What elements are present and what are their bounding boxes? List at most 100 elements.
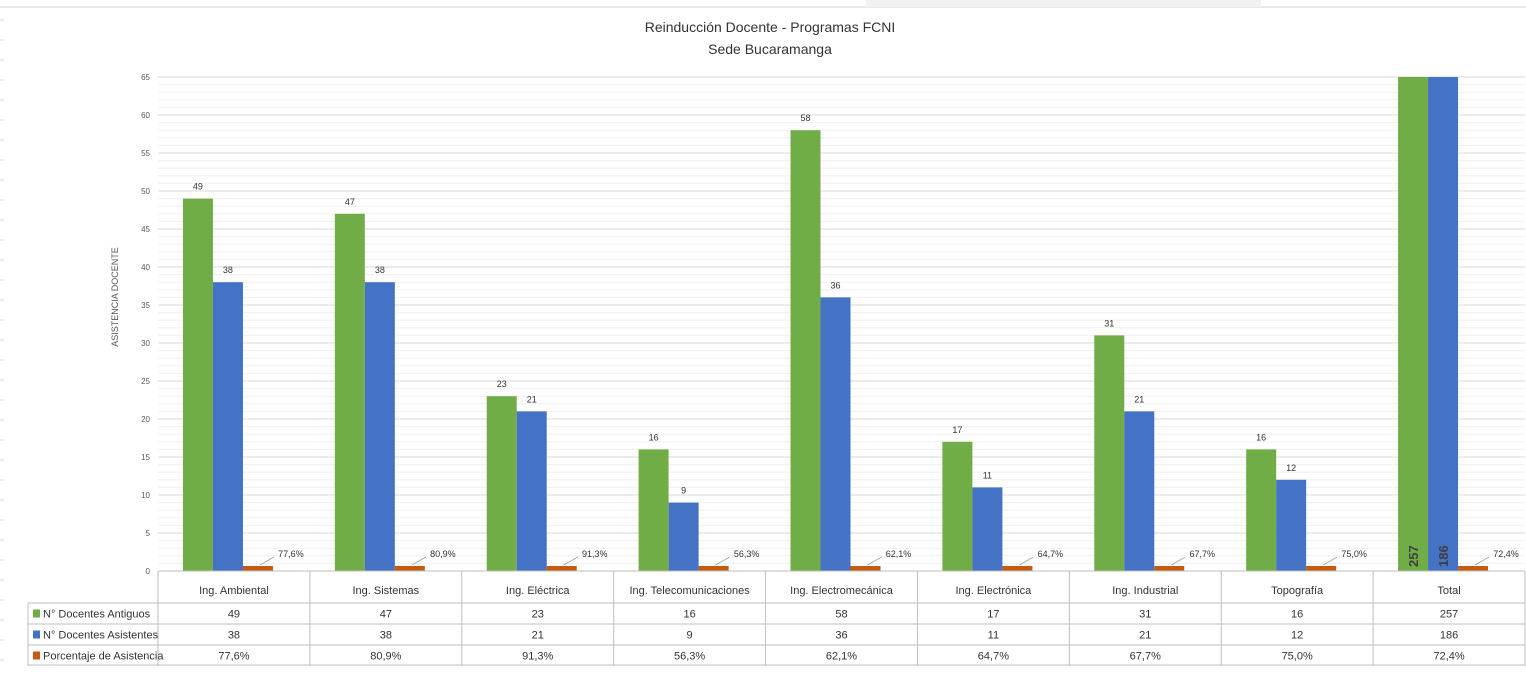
table-cell: 17 <box>987 609 999 621</box>
data-label: 38 <box>223 265 233 275</box>
table-cell: 80,9% <box>370 651 401 663</box>
bar-porcentaje <box>1154 566 1185 571</box>
table-cell: 16 <box>683 609 695 621</box>
y-tick-label: 30 <box>141 339 150 348</box>
bar-porcentaje <box>1306 566 1337 571</box>
y-tick-label: 55 <box>141 149 150 158</box>
category-label: Ing. Electrónica <box>955 585 1032 597</box>
chart-title: Reinducción Docente - Programas FCNI <box>645 19 896 35</box>
bar-asistentes <box>516 411 547 571</box>
category-label: Ing. Eléctrica <box>506 585 570 597</box>
bar-porcentaje <box>242 566 273 571</box>
data-label: 11 <box>983 470 992 480</box>
data-label: 72,4% <box>1493 549 1519 559</box>
bar-porcentaje <box>1002 566 1033 571</box>
data-label: 64,7% <box>1038 549 1064 559</box>
y-axis-ticks: 0 5 10 15 20 25 30 35 40 45 50 55 60 65 <box>141 73 150 576</box>
bar-asistentes <box>820 297 851 571</box>
data-label: 23 <box>497 379 507 389</box>
table-cell: 11 <box>988 630 999 642</box>
category-label: Ing. Industrial <box>1112 585 1178 597</box>
bar-porcentaje <box>850 566 881 571</box>
table-cell: 67,7% <box>1130 651 1161 663</box>
data-label: 91,3% <box>582 549 608 559</box>
bar-antiguos <box>486 396 517 571</box>
data-label: 56,3% <box>734 549 760 559</box>
table-cell: 9 <box>687 630 693 642</box>
bars <box>182 77 1489 572</box>
bar-antiguos <box>790 130 821 571</box>
data-label: 21 <box>1134 394 1144 404</box>
data-label: 17 <box>952 425 962 435</box>
bar-antiguos <box>334 213 365 572</box>
category-label: Ing. Telecomunicaciones <box>629 585 750 597</box>
leader-line <box>1171 556 1186 566</box>
category-label: Ing. Electromecánica <box>790 585 894 597</box>
data-label: 257 <box>1406 545 1421 567</box>
data-label: 12 <box>1286 463 1296 473</box>
y-tick-label: 35 <box>141 301 150 310</box>
data-label: 67,7% <box>1190 549 1216 559</box>
y-tick-label: 65 <box>141 73 150 82</box>
bar-asistentes <box>1124 411 1155 571</box>
table-cell: 23 <box>532 609 544 621</box>
leader-line <box>259 556 275 566</box>
leader-line <box>563 556 578 566</box>
data-labels: 49 38 77,6% 47 38 80,9% 23 21 91,3% 16 9 56,3% 58 36 6… <box>193 113 1519 567</box>
y-tick-label: 10 <box>141 491 150 500</box>
table-cell: 72,4% <box>1433 651 1464 663</box>
data-label: 186 <box>1436 545 1451 567</box>
chart-frame <box>0 0 1526 661</box>
legend-key <box>33 630 40 639</box>
table-cell: 38 <box>380 630 392 642</box>
leader-line <box>1019 556 1034 566</box>
table-cell: 77,6% <box>218 651 249 663</box>
y-tick-label: 40 <box>141 263 150 272</box>
leader-line <box>411 556 427 566</box>
bar-asistentes <box>1428 77 1459 571</box>
bar-porcentaje <box>1458 566 1489 571</box>
category-label: Topografía <box>1271 585 1324 597</box>
data-label: 47 <box>345 197 355 207</box>
table-cell: 31 <box>1139 609 1151 621</box>
chart-subtitle: Sede Bucaramanga <box>708 41 832 57</box>
data-label: 77,6% <box>278 549 304 559</box>
table-cell: 58 <box>835 609 847 621</box>
table-cell: 186 <box>1440 630 1458 642</box>
top-band <box>866 0 1261 7</box>
bar-antiguos <box>1398 77 1429 571</box>
table-cell: 47 <box>380 609 392 621</box>
data-label: 16 <box>649 432 659 442</box>
data-label: 9 <box>681 486 686 496</box>
table-cell: 75,0% <box>1282 651 1313 663</box>
data-label: 75,0% <box>1341 549 1367 559</box>
leader-line <box>1322 556 1338 566</box>
y-tick-label: 15 <box>141 453 150 462</box>
bar-porcentaje <box>394 566 425 571</box>
leader-line <box>1474 556 1490 566</box>
table-cell: 91,3% <box>522 651 553 663</box>
data-label: 21 <box>527 394 537 404</box>
bar-porcentaje <box>546 566 577 571</box>
bar-asistentes <box>364 282 395 571</box>
bar-asistentes <box>212 282 243 571</box>
bar-porcentaje <box>698 566 729 571</box>
table-cell: 62,1% <box>826 651 857 663</box>
table-cell: 64,7% <box>978 651 1009 663</box>
bar-antiguos <box>182 198 213 571</box>
y-tick-label: 50 <box>141 187 150 196</box>
leader-line <box>715 556 730 566</box>
data-label: 80,9% <box>430 549 456 559</box>
bar-asistentes <box>668 502 699 571</box>
data-label: 49 <box>193 182 203 192</box>
bar-asistentes <box>1276 479 1307 571</box>
table-cell: 12 <box>1291 630 1303 642</box>
data-label: 38 <box>375 265 385 275</box>
table-cell: 21 <box>1139 630 1151 642</box>
y-axis-title: ASISTENCIA DOCENTE <box>110 247 120 347</box>
y-tick-label: 60 <box>141 111 150 120</box>
data-label: 16 <box>1256 432 1266 442</box>
table-cell: 38 <box>228 630 240 642</box>
y-tick-label: 25 <box>141 377 150 386</box>
bar-antiguos <box>1246 449 1277 571</box>
